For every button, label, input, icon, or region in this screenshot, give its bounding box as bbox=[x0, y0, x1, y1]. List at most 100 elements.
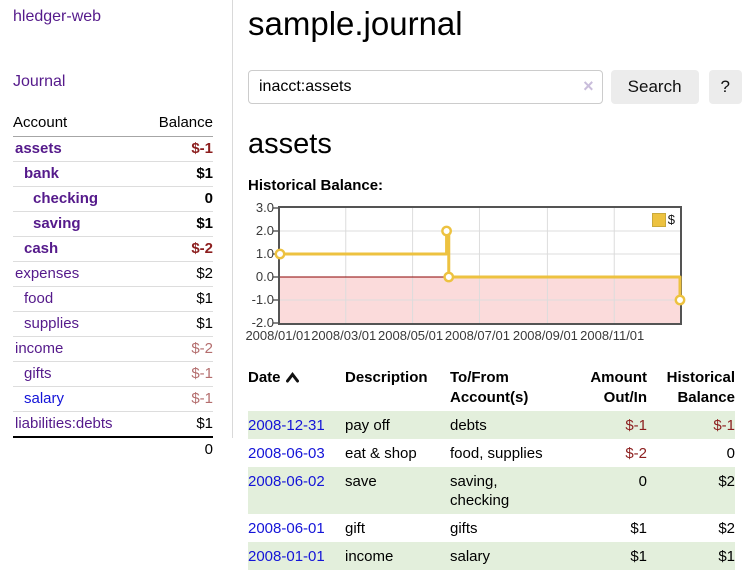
account-balance: $2 bbox=[142, 261, 213, 287]
account-row: liabilities:debts $1 bbox=[13, 411, 213, 438]
account-balance: $-2 bbox=[142, 336, 213, 362]
account-link-liabilities-debts[interactable]: liabilities:debts bbox=[15, 415, 113, 432]
account-row: food $1 bbox=[13, 286, 213, 312]
chart-title: Historical Balance: bbox=[248, 177, 384, 194]
account-link-saving[interactable]: saving bbox=[33, 215, 81, 232]
account-row: salary $-1 bbox=[13, 386, 213, 412]
register-row: 2008-06-03 eat & shop food, supplies $-2… bbox=[248, 439, 735, 467]
register-date-link[interactable]: 2008-12-31 bbox=[248, 417, 325, 434]
account-link-supplies[interactable]: supplies bbox=[24, 315, 80, 332]
register-amount: 0 bbox=[638, 473, 647, 490]
chart-y-tick-label: 2.0 bbox=[255, 223, 274, 238]
register-accounts: gifts bbox=[450, 520, 478, 537]
account-balance: $1 bbox=[142, 161, 213, 187]
register-header-description: Description bbox=[345, 369, 428, 386]
account-balance: $1 bbox=[142, 311, 213, 337]
account-link-cash[interactable]: cash bbox=[24, 240, 59, 257]
register-accounts: salary bbox=[450, 548, 491, 565]
register-balance: $1 bbox=[718, 548, 735, 565]
register-date-link[interactable]: 2008-06-02 bbox=[248, 473, 325, 490]
sidebar: hledger-web Journal Account Balance asse… bbox=[0, 0, 233, 462]
register-header-date[interactable]: Date bbox=[248, 365, 345, 411]
register-header-amount: Amount Out/In bbox=[590, 369, 647, 406]
chart-x-tick-label: 2008/11/01 bbox=[580, 328, 645, 343]
chart-legend: $ bbox=[651, 212, 675, 227]
account-balance: $-1 bbox=[142, 386, 213, 412]
sort-ascending-icon bbox=[285, 369, 299, 389]
account-row: supplies $1 bbox=[13, 311, 213, 337]
register-date-link[interactable]: 2008-06-01 bbox=[248, 520, 325, 537]
register-balance: 0 bbox=[726, 445, 735, 462]
account-row: saving $1 bbox=[13, 211, 213, 237]
account-link-expenses[interactable]: expenses bbox=[15, 265, 80, 282]
register-row: 2008-06-02 save saving, checking 0 $2 bbox=[248, 467, 735, 514]
register-balance: $2 bbox=[718, 520, 735, 537]
historical-balance-chart: $ 3.0 2.0 1.0 0.0 -1.0 -2.0 2008/01/01 2008/03… bbox=[245, 201, 688, 344]
main-content: sample.journal × Search ? assets Histori… bbox=[233, 0, 742, 570]
register-row: 2008-01-01 income salary $1 $1 bbox=[248, 542, 735, 570]
register-row: 2008-12-31 pay off debts $-1 $-1 bbox=[248, 411, 735, 439]
register-accounts: food, supplies bbox=[450, 445, 543, 462]
app-brand-link[interactable]: hledger-web bbox=[13, 8, 102, 25]
account-balance: $1 bbox=[142, 286, 213, 312]
register-accounts: saving, checking bbox=[450, 473, 510, 509]
help-button[interactable]: ? bbox=[708, 70, 742, 104]
register-amount: $-2 bbox=[625, 445, 647, 462]
accounts-header-account: Account bbox=[13, 110, 143, 137]
account-row: assets $-1 bbox=[13, 136, 213, 162]
account-balance: $-1 bbox=[142, 361, 213, 387]
register-date-link[interactable]: 2008-06-03 bbox=[248, 445, 325, 462]
account-balance: $1 bbox=[142, 211, 213, 237]
chart-plot-area[interactable]: $ bbox=[273, 206, 686, 325]
account-link-salary[interactable]: salary bbox=[24, 390, 65, 407]
search-form: × Search ? bbox=[248, 70, 742, 104]
account-link-gifts[interactable]: gifts bbox=[24, 365, 52, 382]
account-balance: $1 bbox=[142, 411, 213, 438]
account-link-income[interactable]: income bbox=[15, 340, 64, 357]
register-balance: $2 bbox=[718, 473, 735, 490]
account-row: cash $-2 bbox=[13, 236, 213, 262]
accounts-total-row: 0 bbox=[13, 436, 213, 462]
register-amount: $1 bbox=[630, 520, 647, 537]
account-row: gifts $-1 bbox=[13, 361, 213, 387]
account-link-assets[interactable]: assets bbox=[15, 140, 62, 157]
legend-label: $ bbox=[667, 212, 675, 227]
sidebar-item-journal[interactable]: Journal bbox=[13, 73, 66, 90]
register-accounts: debts bbox=[450, 417, 487, 434]
account-row: expenses $2 bbox=[13, 261, 213, 287]
account-row: bank $1 bbox=[13, 161, 213, 187]
register-description: eat & shop bbox=[345, 445, 417, 462]
account-balance: 0 bbox=[142, 186, 213, 212]
register-amount: $1 bbox=[630, 548, 647, 565]
accounts-total-value: 0 bbox=[142, 436, 213, 462]
register-description: gift bbox=[345, 520, 366, 537]
chart-x-tick-label: 2008/09/01 bbox=[512, 328, 578, 343]
chart-y-tick-label: -2.0 bbox=[251, 315, 274, 330]
chart-y-tick-label: -1.0 bbox=[251, 292, 274, 307]
register-header-accounts: To/From Account(s) bbox=[450, 369, 529, 406]
search-button[interactable]: Search bbox=[610, 70, 699, 104]
accounts-header-balance: Balance bbox=[142, 110, 213, 137]
register-description: save bbox=[345, 473, 377, 490]
register-row: 2008-06-01 gift gifts $1 $2 bbox=[248, 514, 735, 542]
chart-x-tick-label: 2008/05/01 bbox=[378, 328, 444, 343]
register-table: Date Description To/From Account(s) Amou… bbox=[248, 365, 735, 570]
account-balance: $-2 bbox=[142, 236, 213, 262]
register-header-balance: Historical Balance bbox=[666, 369, 735, 406]
search-input[interactable] bbox=[248, 70, 603, 104]
account-page-title: assets bbox=[248, 128, 332, 160]
register-balance: $-1 bbox=[713, 417, 735, 434]
account-link-bank[interactable]: bank bbox=[24, 165, 60, 182]
account-link-checking[interactable]: checking bbox=[33, 190, 99, 207]
account-link-food[interactable]: food bbox=[24, 290, 54, 307]
register-description: pay off bbox=[345, 417, 390, 434]
account-balance: $-1 bbox=[142, 136, 213, 162]
clear-search-icon[interactable]: × bbox=[583, 76, 594, 96]
chart-y-tick-label: 1.0 bbox=[255, 246, 274, 261]
register-description: income bbox=[345, 548, 394, 565]
register-date-link[interactable]: 2008-01-01 bbox=[248, 548, 325, 565]
chart-x-tick-label: 2008/01/01 bbox=[245, 328, 311, 343]
accounts-table: Account Balance assets $-1 bank $1 check… bbox=[13, 110, 213, 462]
chart-y-tick-label: 3.0 bbox=[255, 200, 274, 215]
app-layout: hledger-web Journal Account Balance asse… bbox=[0, 0, 742, 570]
